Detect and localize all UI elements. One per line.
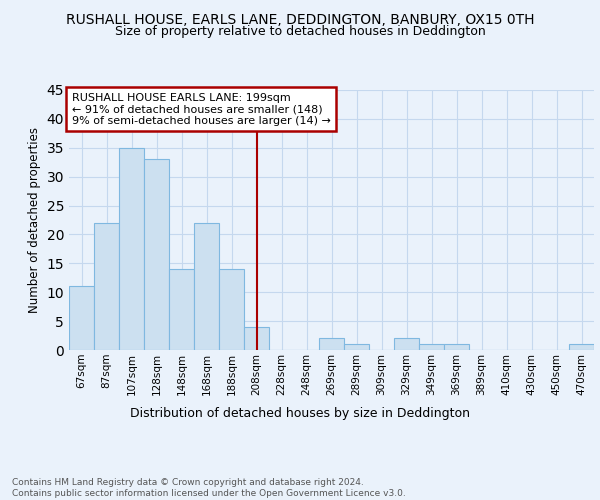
Bar xyxy=(194,223,219,350)
Text: RUSHALL HOUSE, EARLS LANE, DEDDINGTON, BANBURY, OX15 0TH: RUSHALL HOUSE, EARLS LANE, DEDDINGTON, B… xyxy=(66,12,534,26)
Text: Size of property relative to detached houses in Deddington: Size of property relative to detached ho… xyxy=(115,25,485,38)
Bar xyxy=(394,338,419,350)
Text: Distribution of detached houses by size in Deddington: Distribution of detached houses by size … xyxy=(130,408,470,420)
Y-axis label: Number of detached properties: Number of detached properties xyxy=(28,127,41,313)
Bar xyxy=(319,338,344,350)
Bar xyxy=(419,344,444,350)
Text: Contains HM Land Registry data © Crown copyright and database right 2024.
Contai: Contains HM Land Registry data © Crown c… xyxy=(12,478,406,498)
Bar xyxy=(344,344,369,350)
Bar xyxy=(444,344,469,350)
Bar xyxy=(94,223,119,350)
Bar xyxy=(144,160,169,350)
Bar xyxy=(219,269,244,350)
Bar xyxy=(69,286,94,350)
Bar xyxy=(569,344,594,350)
Text: RUSHALL HOUSE EARLS LANE: 199sqm
← 91% of detached houses are smaller (148)
9% o: RUSHALL HOUSE EARLS LANE: 199sqm ← 91% o… xyxy=(71,92,331,126)
Bar xyxy=(169,269,194,350)
Bar xyxy=(244,327,269,350)
Bar xyxy=(119,148,144,350)
